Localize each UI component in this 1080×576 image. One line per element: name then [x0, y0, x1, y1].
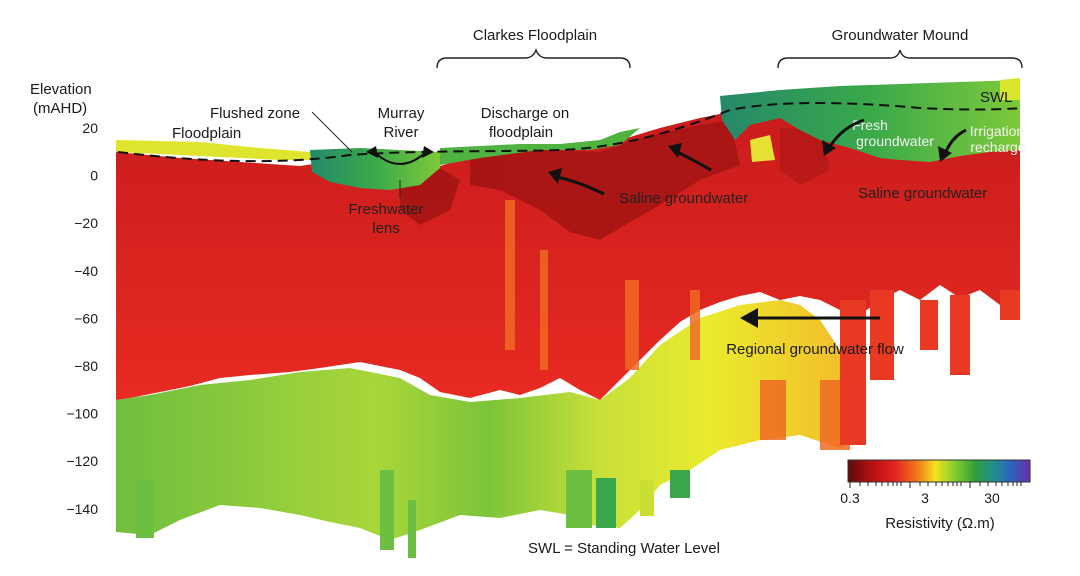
swl-label: SWL	[980, 89, 1013, 106]
y-axis-label-line1: Elevation	[30, 81, 92, 98]
colorbar-tick-3: 3	[921, 490, 929, 506]
y-axis-label-line2: (mAHD)	[33, 100, 87, 117]
y-tick-label: −60	[74, 310, 98, 326]
near-surface-fresh-left	[116, 140, 320, 160]
y-tick-label: −80	[74, 358, 98, 374]
clarkes-floodplain-label: Clarkes Floodplain	[473, 27, 597, 44]
saline-groundwater-center-label: Saline groundwater	[619, 190, 748, 207]
y-tick-label: −100	[66, 406, 98, 422]
y-tick-label: −140	[66, 501, 98, 517]
swl-yellow-top	[1000, 78, 1020, 100]
murray-river-label-1: Murray	[378, 105, 425, 122]
irrigation-recharge-label-1: Irrigation	[970, 123, 1024, 139]
arrow-heads	[366, 140, 952, 328]
y-tick-label: −20	[74, 215, 98, 231]
colorbar-title: Resistivity (Ω.m)	[885, 515, 995, 532]
river-right-arrow-head	[422, 146, 434, 158]
y-tick-label: 0	[90, 168, 98, 184]
y-tick-label: −40	[74, 263, 98, 279]
flushed-zone-green	[440, 128, 640, 165]
lower-column-artifacts	[136, 470, 690, 558]
groundwater-mound-fresh-zone	[720, 80, 1020, 162]
fresh-groundwater-label-1: Fresh	[852, 117, 888, 133]
freshwater-lens-zone	[310, 148, 440, 190]
regional-flow-label: Regional groundwater flow	[726, 341, 904, 358]
groundwater-mound-label: Groundwater Mound	[832, 27, 969, 44]
mound-yellow-patch	[750, 135, 775, 162]
floodplain-label: Floodplain	[172, 125, 241, 142]
swl-definition-note: SWL = Standing Water Level	[528, 540, 720, 557]
irrigation-recharge-label-2: recharge	[970, 139, 1025, 155]
y-axis: Elevation (mAHD) 20 0 −20 −40 −60 −80 −100 −120…	[30, 81, 98, 517]
murray-river-label-2: River	[383, 124, 418, 141]
colorbar-gradient	[847, 459, 1031, 483]
discharge-label-2: floodplain	[489, 124, 553, 141]
clarkes-floodplain-bracket	[436, 48, 631, 69]
y-tick-label: −120	[66, 453, 98, 469]
resistivity-colorbar: 0.3 3 30 Resistivity (Ω.m)	[840, 459, 1031, 532]
right-deep-columns	[840, 290, 1020, 445]
freshwater-lens-label-2: lens	[372, 220, 400, 237]
colorbar-tick-0.3: 0.3	[840, 490, 860, 506]
fresh-groundwater-label-2: groundwater	[856, 133, 934, 149]
flushed-zone-leader	[311, 111, 353, 153]
lower-conductive-zone	[116, 300, 860, 540]
groundwater-mound-bracket	[777, 49, 1023, 69]
y-tick-label: 20	[82, 120, 98, 136]
standing-water-level-line	[117, 102, 1023, 163]
colorbar-ticks	[849, 482, 1022, 488]
river-left-arrow-head	[366, 146, 378, 158]
colorbar-tick-30: 30	[984, 490, 1000, 506]
flushed-zone-label: Flushed zone	[210, 105, 300, 122]
freshwater-lens-label-1: Freshwater	[348, 201, 423, 218]
saline-groundwater-right-label: Saline groundwater	[858, 185, 987, 202]
discharge-label-1: Discharge on	[481, 105, 569, 122]
